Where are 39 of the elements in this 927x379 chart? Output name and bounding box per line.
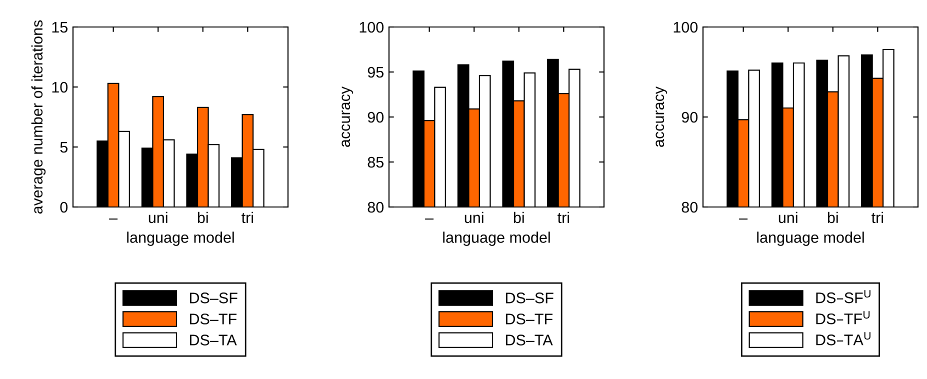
y-tick-label: 90 [368, 112, 384, 123]
y-axis-title: average number of iterations [31, 20, 46, 214]
y-tick-label: 5 [60, 142, 68, 153]
x-tick-label: bi [514, 212, 524, 224]
x-axis-title: language model [127, 232, 234, 246]
legend-label: DS–TA [190, 334, 237, 346]
x-tick-label: uni [148, 212, 168, 224]
x-tick-label: uni [778, 212, 798, 224]
legend-label: DS–TF$^{U}$ [816, 311, 870, 324]
x-tick-label: tri [242, 212, 254, 224]
y-tick-label: 80 [368, 202, 384, 213]
x-tick-label: uni [464, 212, 484, 224]
x-tick-label: – [739, 218, 748, 220]
y-tick-label: 90 [682, 112, 698, 123]
x-axis-title: language model [757, 232, 864, 246]
legend-label: DS–SF$^{U}$ [816, 290, 870, 304]
legend-label: DS–SF [190, 292, 238, 304]
y-axis-title: accuracy [656, 86, 668, 147]
legend-label: DS–TF [190, 314, 236, 324]
y-axis-title: accuracy [342, 86, 354, 147]
y-tick-label: 100 [360, 22, 384, 33]
y-tick-label: 15 [52, 22, 68, 33]
y-tick-label: 85 [368, 156, 384, 168]
y-tick-label: 0 [60, 202, 68, 213]
y-tick-label: 95 [368, 66, 384, 78]
x-tick-label: – [109, 218, 118, 220]
x-tick-label: tri [872, 212, 884, 224]
x-tick-label: bi [198, 212, 208, 224]
y-tick-label: 80 [682, 202, 698, 213]
legend-label: DS–TF [506, 314, 552, 324]
legend-label: DS–TA [506, 334, 553, 346]
x-axis-title: language model [443, 232, 550, 246]
legend-label: DS–SF [506, 292, 554, 304]
legend-label: DS–TA$^{U}$ [816, 332, 870, 346]
y-tick-label: 10 [52, 82, 68, 93]
x-tick-label: bi [828, 212, 838, 224]
x-tick-label: – [425, 218, 434, 220]
x-tick-label: tri [558, 212, 570, 224]
y-tick-label: 100 [674, 22, 698, 33]
